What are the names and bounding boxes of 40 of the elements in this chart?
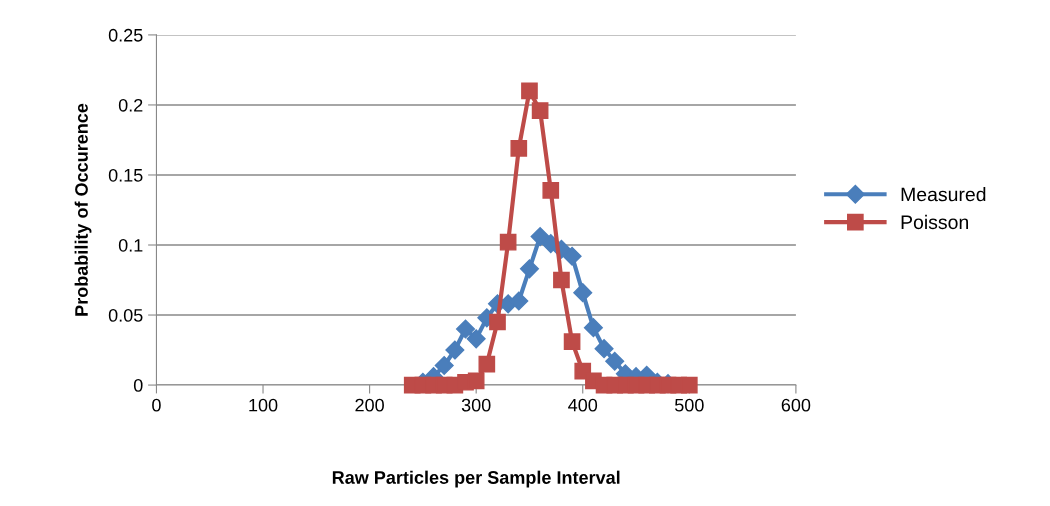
point (562, 246, 582, 266)
point (489, 313, 506, 331)
x-axis-title: Raw Particles per Sample Interval (332, 470, 620, 488)
point (531, 102, 549, 119)
point (478, 355, 496, 373)
x-tick-label: 100 (249, 398, 278, 412)
x-tick-label: 0 (152, 398, 161, 412)
point (563, 333, 581, 350)
point (467, 372, 485, 390)
x-tick-label: 600 (781, 398, 811, 412)
point (455, 319, 476, 339)
legend-label: Poisson (901, 214, 968, 230)
point (445, 340, 465, 360)
point (605, 351, 625, 371)
x-tick-label: 200 (355, 398, 384, 412)
point (499, 233, 517, 251)
x-tick-label: 400 (568, 398, 598, 412)
point (553, 271, 570, 289)
point (542, 182, 560, 199)
y-tick-label: 0.1 (118, 238, 143, 252)
y-tick-label: 0.05 (108, 308, 143, 322)
y-tick-label: 0 (133, 379, 143, 392)
point (573, 283, 593, 303)
y-tick-label: 0.2 (118, 98, 143, 112)
legend-label: Measured (901, 187, 986, 202)
point (519, 259, 539, 279)
point (521, 82, 538, 100)
point (583, 318, 603, 338)
point (509, 291, 529, 311)
y-axis-title: Probability of Occurence (74, 103, 92, 316)
x-tick-label: 500 (674, 398, 704, 412)
point (530, 227, 550, 247)
point (466, 329, 486, 349)
point (510, 140, 528, 157)
y-tick-label: 0.25 (108, 28, 143, 42)
point (434, 355, 454, 375)
x-tick-label: 300 (461, 398, 491, 412)
point (680, 376, 698, 394)
y-tick-label: 0.15 (108, 168, 143, 182)
point (594, 339, 614, 359)
